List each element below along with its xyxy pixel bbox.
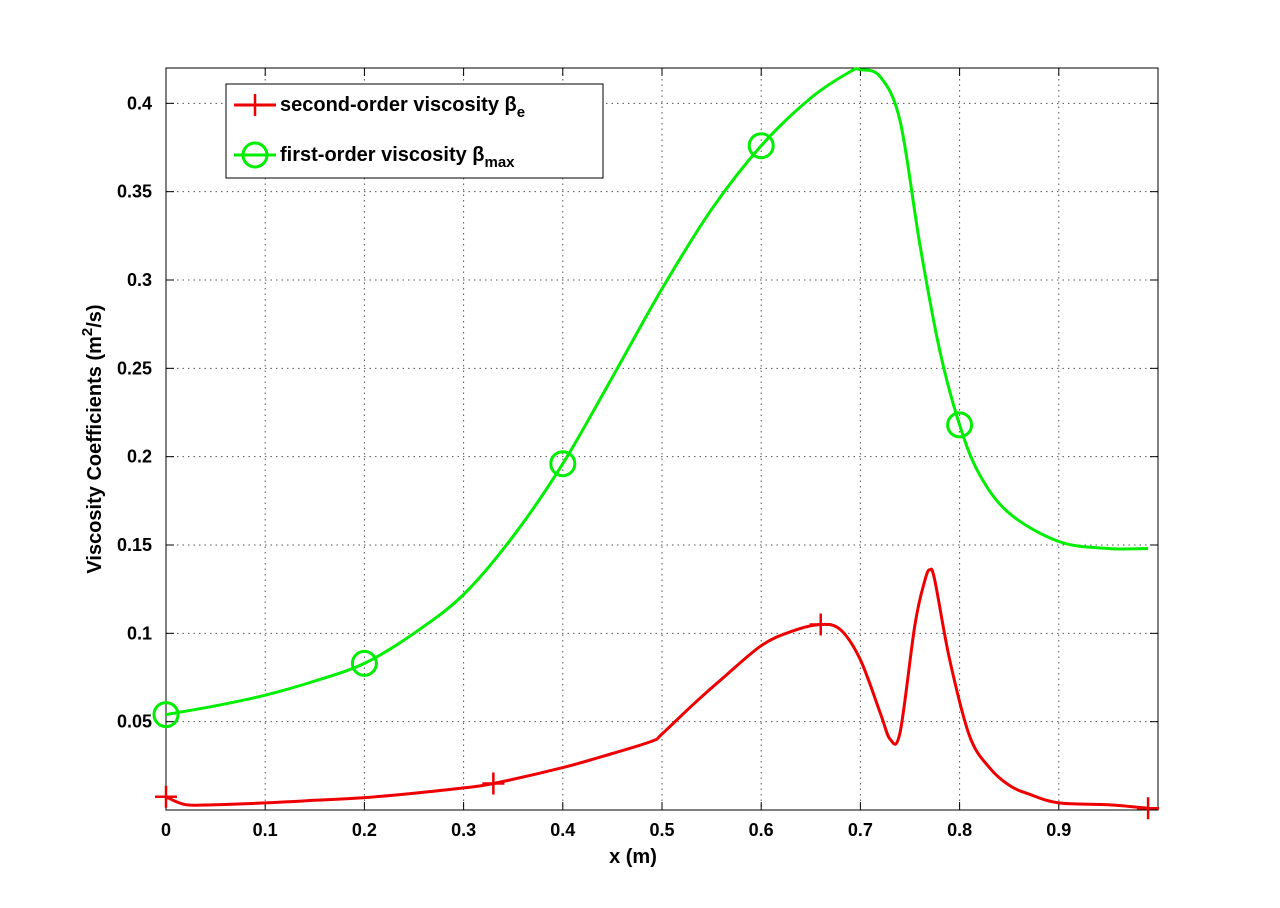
legend-label-second-order-sub: e [517,104,525,121]
series-layer [152,67,1160,820]
legend-marker-plus [244,94,266,116]
y-tick-label: 0.1 [127,623,152,643]
data-point-plus [482,772,505,795]
x-tick-label: 0.4 [550,820,575,840]
grid [166,68,1158,810]
legend-label-first-order-main: first-order viscosity β [280,144,485,166]
y-tick-label: 0.35 [117,182,152,202]
y-tick-label: 0.4 [127,93,152,113]
data-point-circle [549,450,577,478]
y-axis-label-tail: /s) [84,304,106,327]
y-tick-label: 0.2 [127,447,152,467]
x-tick-label: 0.6 [749,820,774,840]
y-tick-label: 0.15 [117,535,152,555]
y-tick-label: 0.3 [127,270,152,290]
data-point-plus [809,613,832,636]
y-axis-label-sup: 2 [79,328,96,336]
x-tick-label: 0.9 [1046,820,1071,840]
legend-label-first-order: first-order viscosity βmax [280,144,515,171]
legend-label-second-order: second-order viscosity βe [280,94,525,121]
data-point-circle [946,411,974,439]
data-point-circle [152,701,180,729]
legend-label-first-order-sub: max [485,154,516,171]
series-line-green [165,67,1149,717]
y-axis-label-main: Viscosity Coefficients (m [84,336,106,573]
x-tick-label: 0.1 [253,820,278,840]
legend-plus-icon [244,94,266,116]
y-axis-label: Viscosity Coefficients (m2/s) [79,304,106,573]
y-tick-label: 0.25 [117,358,152,378]
legend-marker-circle [241,141,269,169]
ticks: 0 0.1 0.2 0.3 0.4 0.5 0.6 0.7 0.8 0.9 0.05 0.1 0.15 0… [117,68,1158,840]
x-tick-label: 0.3 [451,820,476,840]
legend-circle-icon [241,141,269,169]
legend-box [225,83,604,179]
x-tick-label: 0.8 [947,820,972,840]
y-tick-label: 0.05 [117,712,152,732]
data-point-circle [747,132,775,160]
x-tick-label: 0.7 [848,820,873,840]
data-point-circle [350,649,378,677]
x-tick-label: 0.5 [649,820,674,840]
x-tick-label: 0.2 [352,820,377,840]
data-point-plus [155,785,177,808]
legend-label-second-order-main: second-order viscosity β [280,94,517,116]
x-tick-label: 0 [161,820,171,840]
legend: second-order viscosity βe first-order vi… [225,83,604,179]
data-point-plus [1137,797,1160,820]
x-axis-label: x (m) [609,846,657,868]
